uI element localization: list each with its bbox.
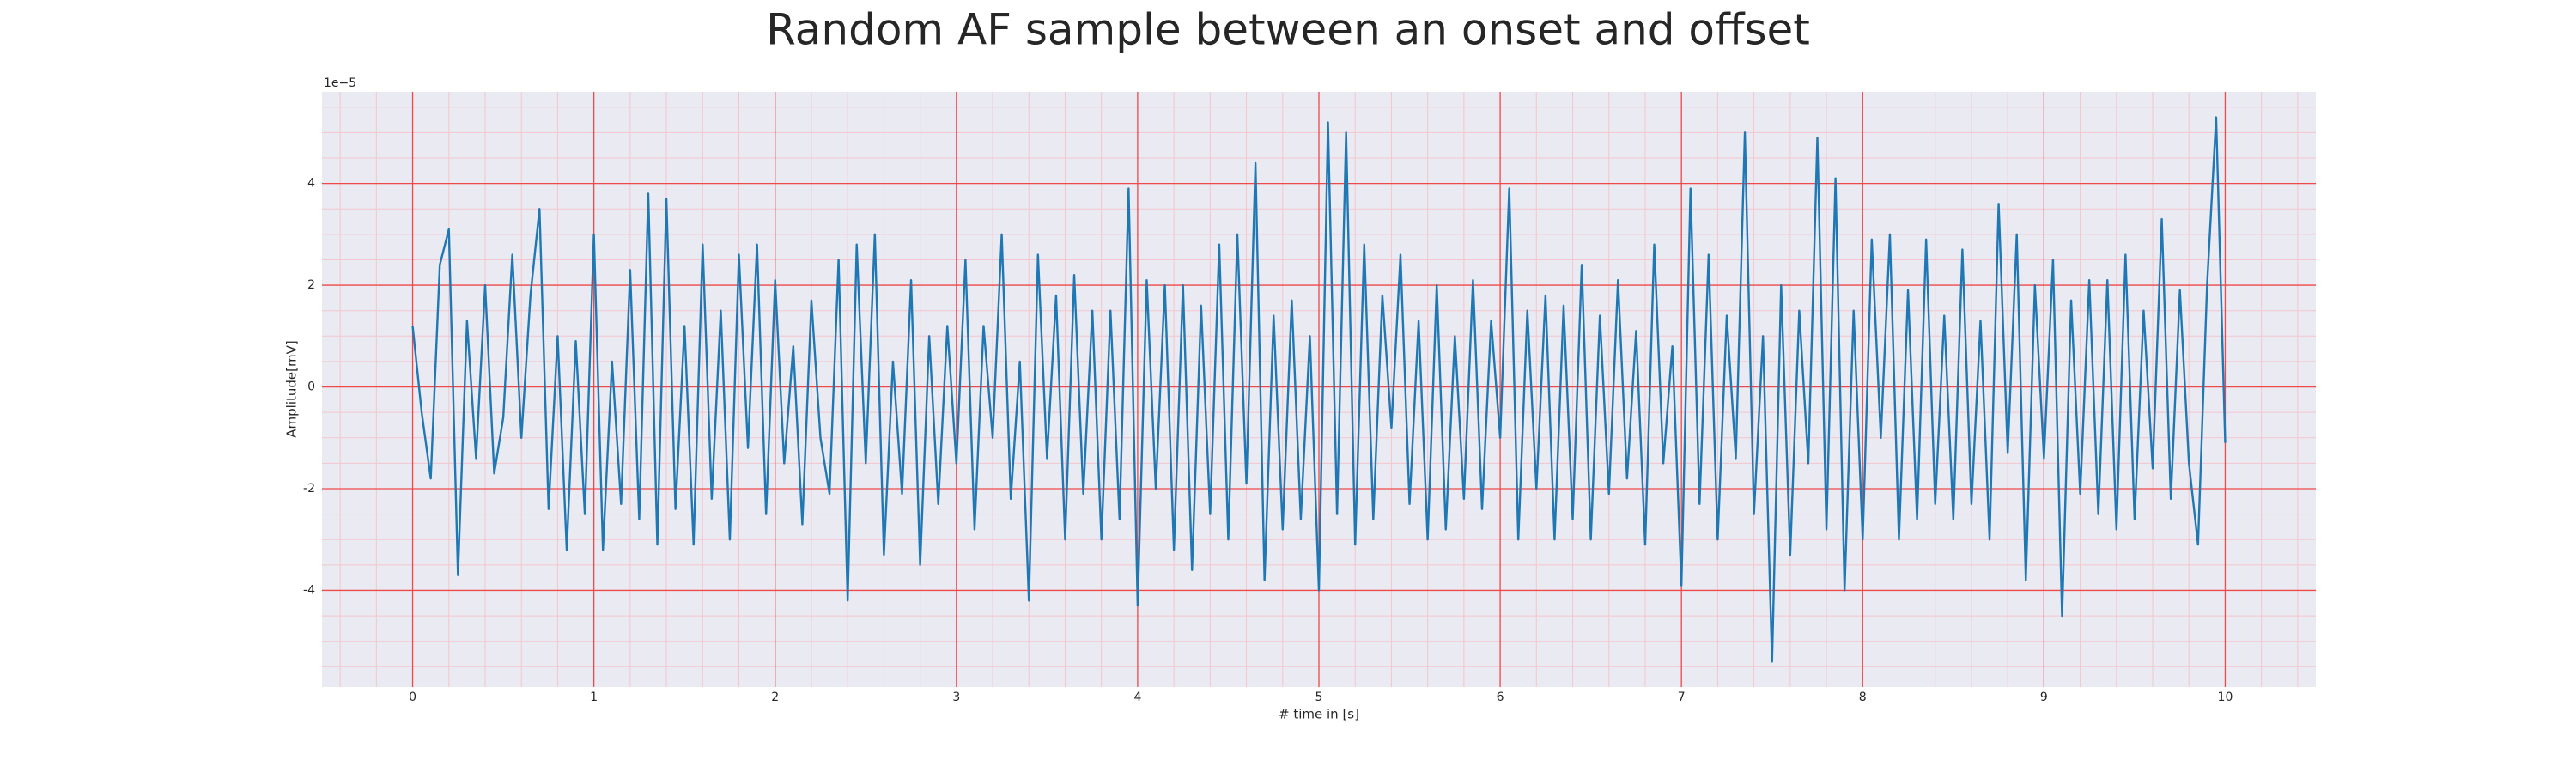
x-tick-label: 1 xyxy=(590,691,598,704)
x-tick-label: 9 xyxy=(2040,691,2048,704)
y-tick-label: -2 xyxy=(303,482,315,496)
x-tick-label: 5 xyxy=(1315,691,1323,704)
y-tick-label: 2 xyxy=(307,278,315,292)
chart-title: Random AF sample between an onset and of… xyxy=(766,5,1810,55)
x-axis-label: # time in [s] xyxy=(1279,707,1359,722)
y-tick-label: -4 xyxy=(303,583,315,597)
x-tick-label: 4 xyxy=(1133,691,1141,704)
x-tick-label: 0 xyxy=(409,691,416,704)
y-tick-label: 4 xyxy=(307,177,315,191)
x-tick-label: 10 xyxy=(2218,691,2233,704)
x-tick-label: 8 xyxy=(1859,691,1867,704)
y-offset-label: 1e−5 xyxy=(324,76,356,90)
x-tick-label: 7 xyxy=(1678,691,1686,704)
data-line xyxy=(411,116,2227,663)
x-tick-label: 3 xyxy=(952,691,960,704)
y-axis-label: Amplitude[mV] xyxy=(284,340,300,437)
x-tick-label: 6 xyxy=(1497,691,1504,704)
x-tick-label: 2 xyxy=(771,691,779,704)
y-tick-label: 0 xyxy=(307,380,315,394)
